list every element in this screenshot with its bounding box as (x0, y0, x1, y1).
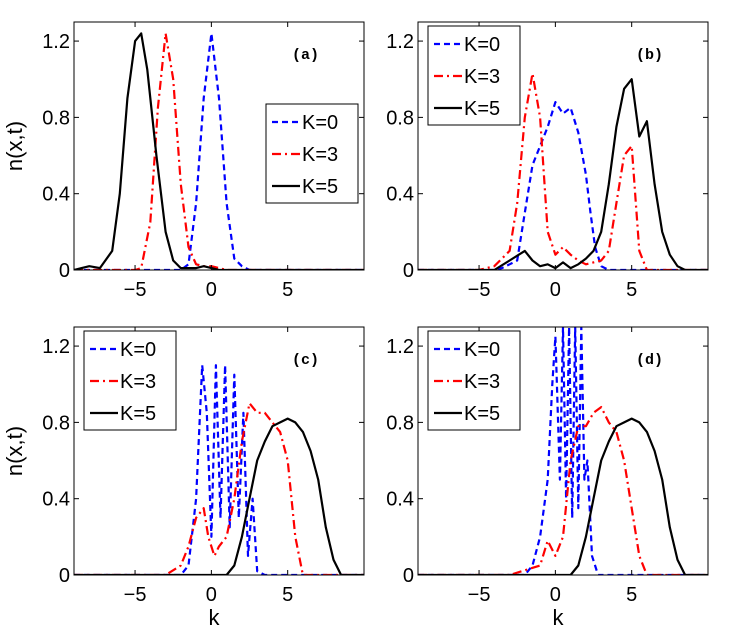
panel-1: −5 0 5 0 0.4 0.8 1.2 n(x,t) (a) K=0 K=3 K=5 (2, 21, 365, 301)
y-tick-label: 0.4 (42, 184, 70, 206)
x-tick-label: 5 (626, 584, 637, 606)
legend-entry: K=5 (464, 403, 500, 425)
x-axis-label: k (553, 605, 565, 630)
series-line-k-0 (74, 32, 364, 270)
x-tick-label: −5 (468, 584, 491, 606)
y-tick-label: 0.8 (42, 107, 70, 129)
series-group (418, 72, 708, 270)
series-line-k-0 (418, 100, 708, 270)
series-line-k-0 (74, 364, 364, 575)
y-tick-label: 0.4 (42, 489, 70, 511)
legend-entry: K=0 (464, 339, 500, 361)
series-line-k-0 (418, 327, 708, 575)
legend-entry: K=5 (120, 403, 156, 425)
panel-label: (b) (636, 47, 663, 64)
axes-frame (417, 326, 709, 576)
series-group (74, 364, 364, 575)
panel-label: (a) (292, 47, 319, 64)
legend-entry: K=5 (302, 176, 338, 198)
series-group (74, 32, 364, 270)
x-tick-label: −5 (468, 279, 491, 301)
y-tick-label: 1.2 (42, 336, 70, 358)
series-group (418, 327, 708, 575)
legend-box (265, 103, 359, 204)
panel-2: −5 0 5 0 0.4 0.8 1.2 (b) K=0 K=3 K=5 (386, 21, 709, 301)
legend-entry: K=3 (464, 66, 500, 88)
x-tick-label: 0 (550, 279, 561, 301)
axes-frame (73, 21, 365, 271)
legend: K=0 K=3 K=5 (83, 330, 177, 431)
panel-4: −5 0 5 0 0.4 0.8 1.2 k (d) K=0 K=3 K=5 (386, 326, 709, 630)
y-tick-label: 0.8 (42, 412, 70, 434)
panel-label: (d) (636, 352, 663, 369)
legend-entry: K=0 (302, 112, 338, 134)
series-line-k-3 (418, 72, 708, 270)
y-tick-label: 1.2 (42, 31, 70, 53)
panel-3: −5 0 5 0 0.4 0.8 1.2 n(x,t) k (c) K=0 K=3 K=5 (2, 326, 365, 630)
x-tick-label: −5 (124, 279, 147, 301)
y-tick-label: 0.8 (386, 412, 414, 434)
series-line-k-3 (74, 32, 364, 270)
y-tick-label: 0 (59, 565, 70, 587)
legend-entry: K=0 (120, 339, 156, 361)
y-tick-label: 0 (403, 565, 414, 587)
legend-entry: K=0 (464, 34, 500, 56)
x-tick-label: 0 (550, 584, 561, 606)
legend-box (427, 330, 521, 431)
series-line-k-5 (418, 78, 708, 270)
y-axis-label: n(x,t) (2, 426, 27, 476)
y-tick-label: 0.4 (386, 184, 414, 206)
legend: K=0 K=3 K=5 (265, 103, 359, 204)
legend-entry: K=3 (302, 144, 338, 166)
x-tick-label: 5 (282, 279, 293, 301)
y-tick-label: 0.4 (386, 489, 414, 511)
y-tick-label: 0 (59, 260, 70, 282)
x-tick-label: 5 (626, 279, 637, 301)
legend-entry: K=3 (464, 371, 500, 393)
series-line-k-3 (74, 402, 364, 575)
y-axis-label: n(x,t) (2, 121, 27, 171)
axes-frame (417, 21, 709, 271)
x-tick-label: 0 (206, 584, 217, 606)
x-tick-label: 5 (282, 584, 293, 606)
series-line-k-5 (74, 32, 364, 270)
x-tick-label: 0 (206, 279, 217, 301)
legend-entry: K=3 (120, 371, 156, 393)
legend: K=0 K=3 K=5 (427, 25, 521, 126)
panel-label: (c) (292, 352, 319, 369)
series-line-k-5 (418, 417, 708, 575)
y-tick-label: 0 (403, 260, 414, 282)
legend-entry: K=5 (464, 98, 500, 120)
y-tick-label: 0.8 (386, 107, 414, 129)
x-axis-label: k (209, 605, 221, 630)
y-tick-label: 1.2 (386, 31, 414, 53)
axes-frame (73, 326, 365, 576)
legend: K=0 K=3 K=5 (427, 330, 521, 431)
x-tick-label: −5 (124, 584, 147, 606)
y-tick-label: 1.2 (386, 336, 414, 358)
series-line-k-5 (74, 417, 364, 575)
